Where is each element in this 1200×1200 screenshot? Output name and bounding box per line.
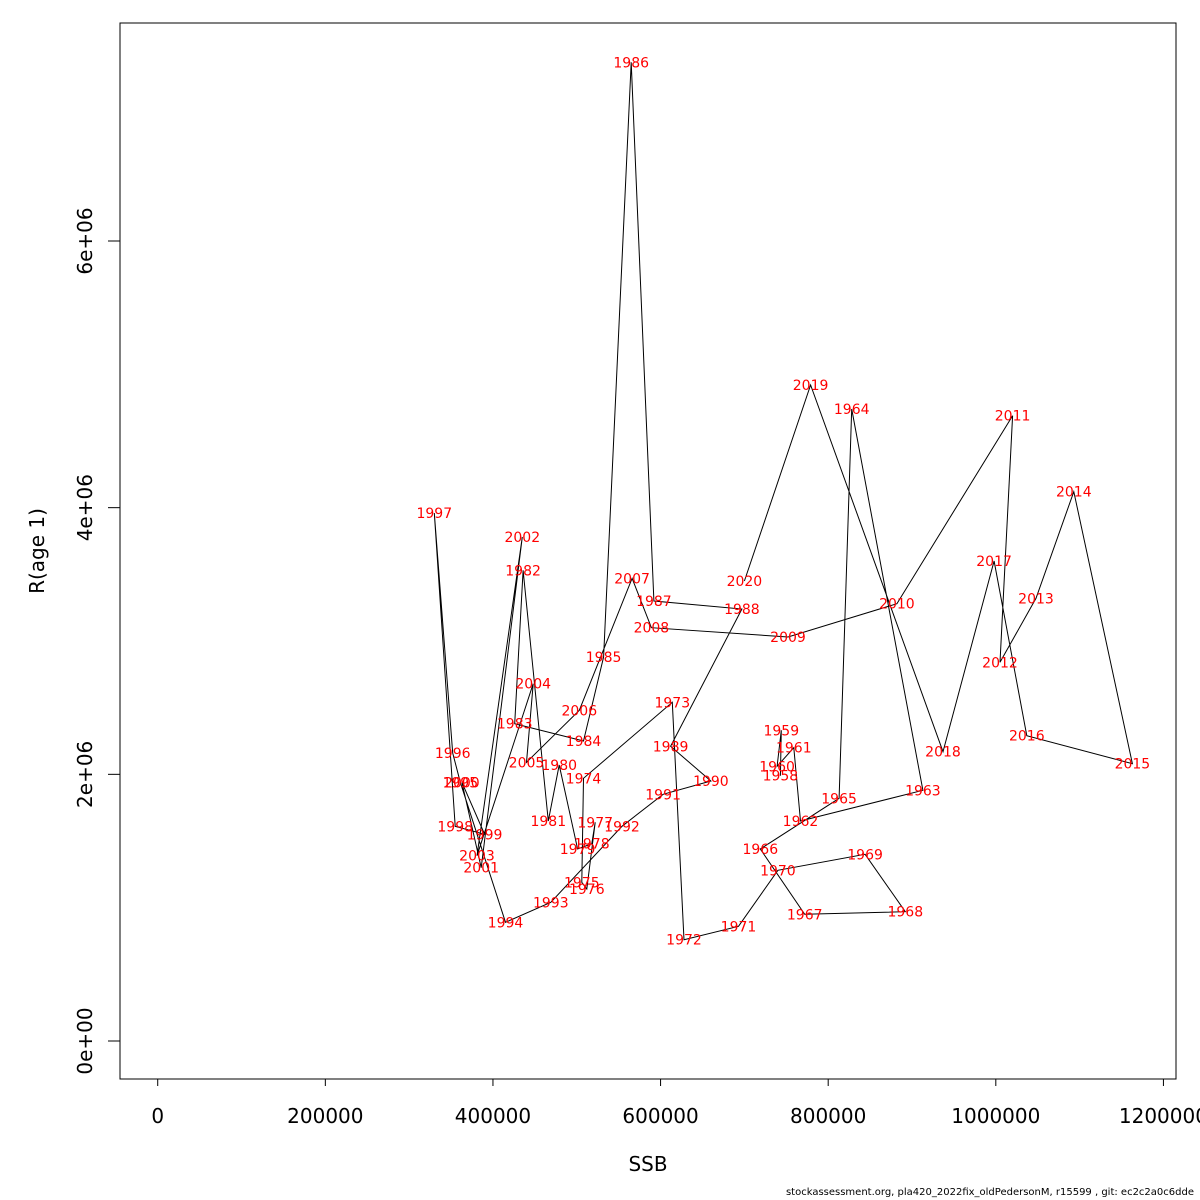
point-label: 1976 <box>569 882 605 898</box>
point-label: 1963 <box>905 783 941 799</box>
point-label: 1982 <box>505 563 541 579</box>
point-label: 1978 <box>574 837 610 853</box>
point-label: 1968 <box>887 905 923 921</box>
point-label: 1965 <box>821 791 857 807</box>
x-tick-label: 200000 <box>287 1104 363 1128</box>
point-label: 2014 <box>1056 485 1092 501</box>
x-axis-title: SSB <box>628 1152 667 1176</box>
point-label: 1964 <box>834 402 870 418</box>
x-tick-label: 1000000 <box>951 1104 1040 1128</box>
point-label: 1996 <box>435 746 471 762</box>
point-label: 1988 <box>724 602 760 618</box>
point-label: 2020 <box>727 574 763 590</box>
point-label: 2016 <box>1009 729 1045 745</box>
point-label: 2011 <box>995 409 1031 425</box>
point-label: 2010 <box>879 597 915 613</box>
point-label: 1973 <box>654 695 690 711</box>
point-label: 2006 <box>561 703 597 719</box>
point-label: 1961 <box>776 741 812 757</box>
series-line <box>433 62 1134 941</box>
x-tick-label: 400000 <box>455 1104 531 1128</box>
point-label: 2019 <box>793 378 829 394</box>
x-tick-label: 1200000 <box>1119 1104 1200 1128</box>
point-label: 1974 <box>566 771 602 787</box>
point-label: 1990 <box>693 774 729 790</box>
point-label: 2000 <box>444 775 480 791</box>
point-label: 2007 <box>614 571 650 587</box>
point-label: 1977 <box>577 815 613 831</box>
y-tick-label: 0e+00 <box>73 1007 97 1074</box>
point-label: 1997 <box>416 506 452 522</box>
point-label: 1970 <box>760 863 796 879</box>
plot-frame <box>119 22 1177 1080</box>
point-label: 1992 <box>604 819 640 835</box>
point-label: 1985 <box>586 650 622 666</box>
point-label: 1983 <box>497 717 533 733</box>
point-label: 1959 <box>763 723 799 739</box>
point-label: 2017 <box>976 554 1012 570</box>
point-label: 2012 <box>982 655 1018 671</box>
point-label: 2003 <box>459 849 495 865</box>
point-labels: 1958 1959 1960 1961 1962 1963 1964 1965 1966 1967… <box>416 55 1150 948</box>
y-tick-label: 4e+06 <box>73 474 97 541</box>
point-label: 2002 <box>504 530 540 546</box>
point-label: 1986 <box>613 55 649 71</box>
x-tick-label: 600000 <box>622 1104 698 1128</box>
point-label: 1975 <box>564 875 600 891</box>
point-label: 1994 <box>488 915 524 931</box>
point-label: 2008 <box>634 621 670 637</box>
point-label: 1960 <box>759 759 795 775</box>
y-axis: 0e+00 2e+06 4e+06 6e+06 <box>73 207 121 1075</box>
y-tick-label: 2e+06 <box>73 741 97 808</box>
point-label: 1980 <box>541 758 577 774</box>
point-label: 2005 <box>509 755 545 771</box>
point-label: 1969 <box>847 847 883 863</box>
footer-credit: stockassessment.org, pla420_2022fix_oldP… <box>785 1187 1194 1198</box>
x-tick-label: 0 <box>151 1104 164 1128</box>
point-label: 1987 <box>636 594 672 610</box>
x-tick-label: 800000 <box>790 1104 866 1128</box>
point-label: 2018 <box>925 745 961 761</box>
point-label: 1981 <box>530 814 566 830</box>
point-label: 1995 <box>442 775 478 791</box>
point-label: 2009 <box>770 630 806 646</box>
y-tick-label: 6e+06 <box>73 207 97 274</box>
point-label: 1993 <box>533 895 569 911</box>
y-axis-title: R(age 1) <box>25 508 49 594</box>
point-label: 1958 <box>763 769 799 785</box>
point-label: 1989 <box>653 739 689 755</box>
point-label: 2013 <box>1018 591 1054 607</box>
point-label: 1967 <box>787 907 823 923</box>
point-label: 1979 <box>560 842 596 858</box>
point-label: 2004 <box>515 677 551 693</box>
point-label: 2001 <box>463 861 499 877</box>
point-label: 1972 <box>666 933 702 949</box>
point-label: 1966 <box>742 842 778 858</box>
point-label: 2015 <box>1115 757 1151 773</box>
point-label: 1998 <box>437 819 473 835</box>
x-axis: 0 200000 400000 600000 800000 1000000 1200000 <box>151 1078 1200 1128</box>
point-label: 1971 <box>721 919 757 935</box>
point-label: 1962 <box>783 814 819 830</box>
point-label: 1984 <box>566 734 602 750</box>
point-label: 1991 <box>645 787 681 803</box>
point-label: 1999 <box>467 827 503 843</box>
